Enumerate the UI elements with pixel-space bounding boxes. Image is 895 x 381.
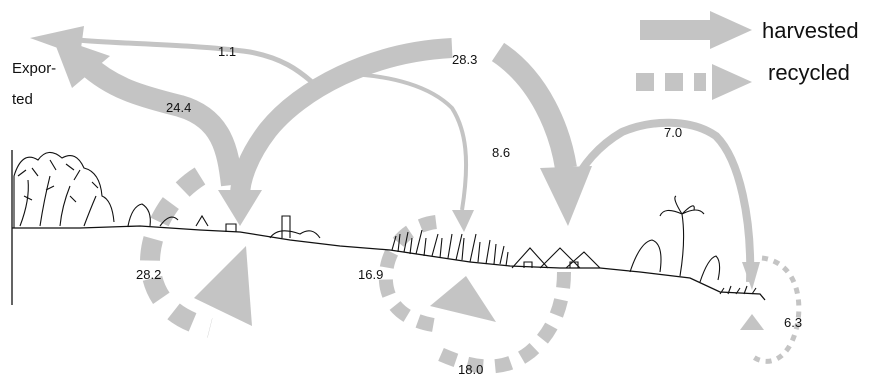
legend-recycled-arrow-head bbox=[712, 64, 752, 100]
flow-24-4-head bbox=[52, 36, 110, 88]
flow-1-1-arrow bbox=[77, 37, 314, 84]
flow-label-18-0: 18.0 bbox=[458, 362, 483, 377]
flow-28-3-left-head bbox=[218, 190, 262, 226]
legend-harvested-arrow-head bbox=[710, 11, 752, 49]
flow-28-2-recycle bbox=[139, 167, 213, 338]
legend-recycled-label: recycled bbox=[768, 60, 850, 85]
flow-24-4-arrow bbox=[78, 55, 243, 187]
forest-canopy bbox=[13, 151, 115, 228]
coastal-grass bbox=[719, 285, 757, 295]
flow-label-28-2: 28.2 bbox=[136, 267, 161, 282]
flow-8-6-head bbox=[452, 210, 474, 232]
shrubs bbox=[127, 203, 209, 227]
flow-28-3-left-arrow bbox=[230, 38, 453, 197]
flow-label-8-6: 8.6 bbox=[492, 145, 510, 160]
flow-16-9-recycle bbox=[378, 215, 442, 333]
flow-8-6-link bbox=[349, 72, 469, 211]
upland-structures bbox=[225, 215, 321, 239]
forest-trunks bbox=[19, 175, 97, 227]
village-huts bbox=[511, 247, 601, 269]
coastal-palms bbox=[629, 195, 721, 283]
landscape-illustration bbox=[11, 150, 766, 305]
exported-label-line1: Expor- bbox=[12, 60, 56, 77]
flow-28-3-right-head bbox=[540, 166, 592, 226]
flow-label-16-9: 16.9 bbox=[358, 267, 383, 282]
marsh-reeds bbox=[391, 229, 509, 267]
exported-label-line2: ted bbox=[12, 91, 33, 108]
flow-7-0-head bbox=[742, 262, 760, 290]
flow-18-0-recycle bbox=[437, 271, 571, 374]
flow-label-28-3: 28.3 bbox=[452, 52, 477, 67]
flow-28-3-right-arrow bbox=[491, 42, 577, 170]
flow-28-2-head bbox=[194, 246, 252, 326]
flow-label-24-4: 24.4 bbox=[166, 100, 191, 115]
flow-16-9-head bbox=[430, 276, 496, 322]
legend-harvested-label: harvested bbox=[762, 18, 859, 43]
flow-label-1-1: 1.1 bbox=[218, 44, 236, 59]
flow-label-7-0: 7.0 bbox=[664, 125, 682, 140]
flow-6-3-head bbox=[740, 314, 764, 330]
ground-line bbox=[12, 225, 766, 301]
flow-label-6-3: 6.3 bbox=[784, 315, 802, 330]
forest-foliage bbox=[17, 159, 99, 203]
legend: harvested recycled bbox=[636, 11, 859, 100]
flow-7-0-arrow bbox=[570, 118, 755, 283]
flow-6-3-recycle bbox=[750, 255, 802, 364]
